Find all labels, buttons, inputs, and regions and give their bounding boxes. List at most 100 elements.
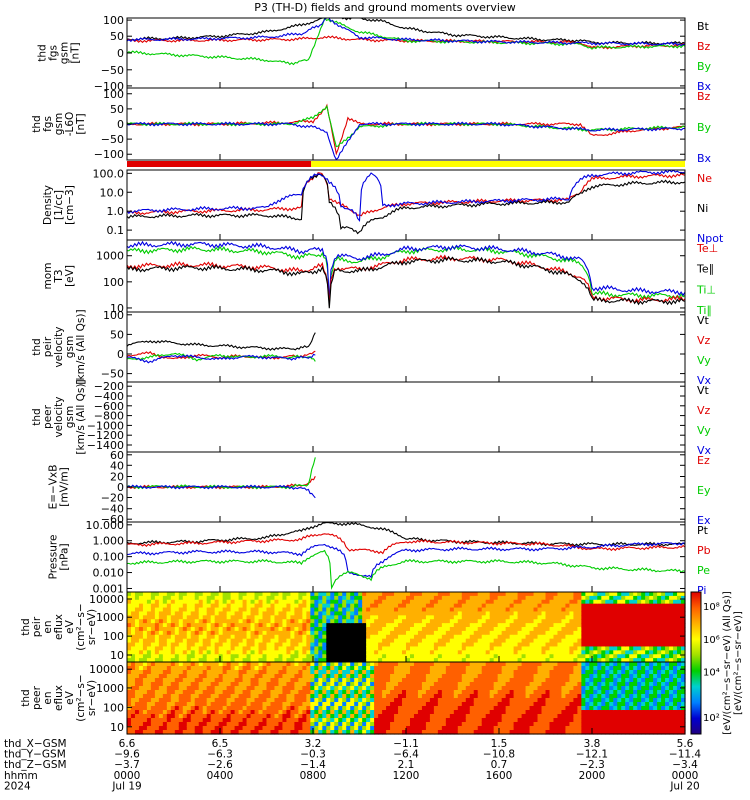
heatmap-cell <box>433 706 439 711</box>
heatmap-cell <box>589 670 594 675</box>
heatmap-cell <box>290 674 295 679</box>
heatmap-cell <box>162 698 168 703</box>
heatmap-cell <box>138 730 144 735</box>
heatmap-cell <box>621 607 626 613</box>
heatmap-cell <box>346 686 351 691</box>
heatmap-cell <box>505 650 511 655</box>
heatmap-cell <box>453 690 459 695</box>
heatmap-cell <box>517 722 523 727</box>
heatmap-cell <box>234 642 240 648</box>
heatmap-cell <box>406 623 411 628</box>
heatmap-cell <box>162 714 168 719</box>
heatmap-cell <box>142 658 148 663</box>
heatmap-cell <box>326 638 331 644</box>
heatmap-cell <box>338 650 343 655</box>
heatmap-cell <box>481 619 487 624</box>
heatmap-cell <box>298 619 303 624</box>
heatmap-cell <box>234 658 240 663</box>
heatmap-cell <box>641 627 646 632</box>
heatmap-cell <box>441 646 447 651</box>
heatmap-cell <box>557 678 563 683</box>
heatmap-cell <box>557 686 563 691</box>
heatmap-cell <box>581 678 586 683</box>
heatmap-cell <box>553 627 559 632</box>
heatmap-cell <box>246 678 252 683</box>
heatmap-cell <box>645 603 650 609</box>
heatmap-cell <box>226 686 232 691</box>
heatmap-cell <box>469 599 475 605</box>
heatmap-cell <box>533 730 539 735</box>
heatmap-cell <box>461 730 467 735</box>
heatmap-cell <box>497 666 503 671</box>
heatmap-cell <box>302 623 307 628</box>
heatmap-cell <box>601 722 606 727</box>
heatmap-cell <box>186 599 192 605</box>
heatmap-cell <box>665 623 670 628</box>
heatmap-cell <box>561 627 567 632</box>
heatmap-cell <box>449 686 455 691</box>
heatmap-cell <box>386 642 391 648</box>
legend-pressure-Pt: Pt <box>697 524 709 537</box>
heatmap-cell <box>433 654 439 659</box>
heatmap-cell <box>441 654 447 659</box>
heatmap-cell <box>226 599 232 605</box>
heatmap-cell <box>334 686 339 691</box>
heatmap-cell <box>127 694 132 699</box>
heatmap-cell <box>585 722 590 727</box>
heatmap-cell <box>505 615 511 620</box>
heatmap-cell <box>406 702 411 707</box>
heatmap-cell <box>421 615 427 620</box>
heatmap-cell <box>425 638 431 644</box>
heatmap-cell <box>370 726 375 731</box>
heatmap-cell <box>382 726 387 731</box>
heatmap-cell <box>262 698 268 703</box>
heatmap-cell <box>417 670 423 675</box>
heatmap-cell <box>469 658 475 663</box>
heatmap-cell <box>254 619 260 624</box>
ylabel-peir_eflux: peir <box>31 616 43 637</box>
heatmap-cell <box>130 714 136 719</box>
heatmap-cell <box>561 611 567 616</box>
heatmap-cell <box>561 702 567 707</box>
heatmap-cell <box>230 666 236 671</box>
heatmap-cell <box>342 722 347 727</box>
heatmap-cell <box>545 658 551 663</box>
heatmap-cell <box>338 710 343 715</box>
heatmap-cell <box>545 694 551 699</box>
heatmap-cell <box>577 718 582 723</box>
heatmap-cell <box>445 642 451 648</box>
heatmap-cell <box>557 698 563 703</box>
heatmap-cell <box>545 654 551 659</box>
heatmap-cell <box>262 607 268 613</box>
heatmap-cell <box>533 650 539 655</box>
legend-peer_velocity-Vx: Vx <box>697 444 712 457</box>
heatmap-cell <box>262 718 268 723</box>
heatmap-cell <box>613 607 618 613</box>
heatmap-cell <box>254 630 260 636</box>
heatmap-cell <box>127 646 132 651</box>
heatmap-cell <box>302 690 307 695</box>
heatmap-cell <box>641 634 646 640</box>
heatmap-cell <box>170 702 176 707</box>
heatmap-cell <box>306 592 311 597</box>
heatmap-cell <box>549 698 555 703</box>
heatmap-cell <box>158 630 164 636</box>
heatmap-cell <box>338 611 343 616</box>
heatmap-cell <box>398 611 403 616</box>
heatmap-cell <box>425 702 431 707</box>
heatmap-cell <box>549 650 555 655</box>
heatmap-cell <box>525 686 531 691</box>
heatmap-cell <box>222 674 228 679</box>
heatmap-cell <box>589 678 594 683</box>
heatmap-cell <box>178 607 184 613</box>
heatmap-cell <box>350 650 355 655</box>
heatmap-cell <box>330 686 335 691</box>
heatmap-cell <box>150 654 156 659</box>
heatmap-cell <box>417 627 423 632</box>
heatmap-cell <box>505 630 511 636</box>
heatmap-cell <box>370 694 375 699</box>
heatmap-cell <box>178 706 184 711</box>
heatmap-cell <box>318 678 323 683</box>
heatmap-cell <box>182 678 188 683</box>
